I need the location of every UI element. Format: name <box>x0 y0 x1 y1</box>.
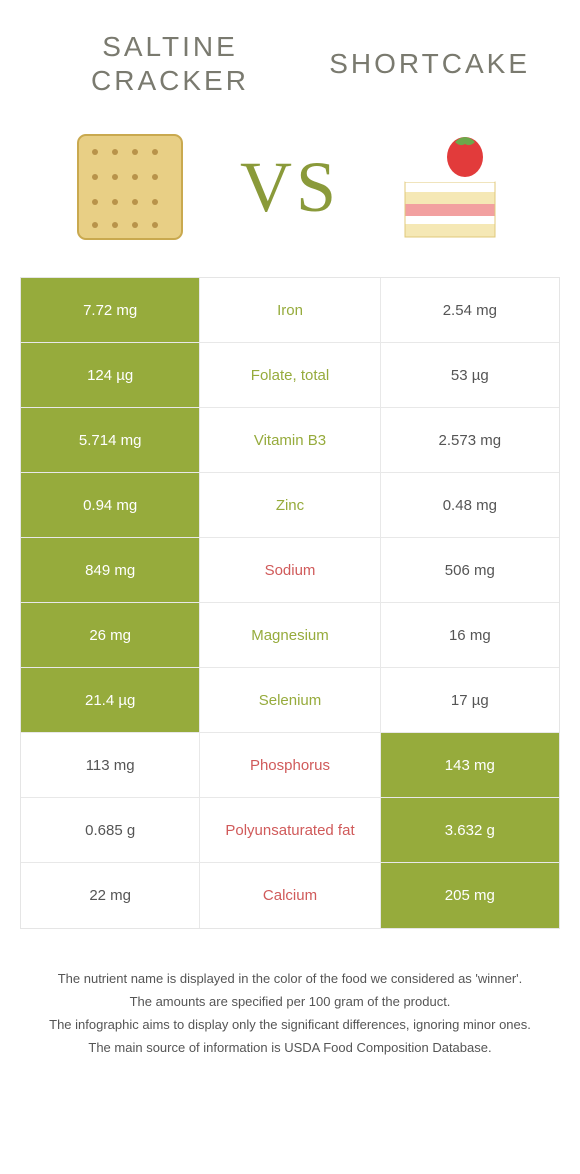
table-row: 113 mgPhosphorus143 mg <box>21 733 559 798</box>
nutrient-name: Zinc <box>200 473 379 537</box>
shortcake-icon <box>380 127 520 247</box>
nutrient-name: Iron <box>200 278 379 342</box>
vs-label: VS <box>240 146 340 229</box>
table-row: 22 mgCalcium205 mg <box>21 863 559 928</box>
right-value: 16 mg <box>380 603 559 667</box>
left-value: 21.4 µg <box>21 668 200 732</box>
left-value: 124 µg <box>21 343 200 407</box>
footnotes: The nutrient name is displayed in the co… <box>0 929 580 1080</box>
left-value: 113 mg <box>21 733 200 797</box>
table-row: 7.72 mgIron2.54 mg <box>21 278 559 343</box>
nutrient-name: Magnesium <box>200 603 379 667</box>
table-row: 21.4 µgSelenium17 µg <box>21 668 559 733</box>
right-value: 506 mg <box>380 538 559 602</box>
footnote-line: The main source of information is USDA F… <box>40 1038 540 1059</box>
nutrient-name: Selenium <box>200 668 379 732</box>
footnote-line: The nutrient name is displayed in the co… <box>40 969 540 990</box>
right-value: 2.54 mg <box>380 278 559 342</box>
images-row: VS <box>0 117 580 277</box>
table-row: 26 mgMagnesium16 mg <box>21 603 559 668</box>
right-value: 143 mg <box>380 733 559 797</box>
right-value: 2.573 mg <box>380 408 559 472</box>
left-value: 7.72 mg <box>21 278 200 342</box>
nutrient-name: Folate, total <box>200 343 379 407</box>
footnote-line: The infographic aims to display only the… <box>40 1015 540 1036</box>
left-value: 26 mg <box>21 603 200 667</box>
nutrient-name: Vitamin B3 <box>200 408 379 472</box>
table-row: 849 mgSodium506 mg <box>21 538 559 603</box>
table-row: 0.685 gPolyunsaturated fat3.632 g <box>21 798 559 863</box>
nutrient-name: Sodium <box>200 538 379 602</box>
left-value: 5.714 mg <box>21 408 200 472</box>
right-value: 17 µg <box>380 668 559 732</box>
left-value: 0.685 g <box>21 798 200 862</box>
nutrient-table: 7.72 mgIron2.54 mg124 µgFolate, total53 … <box>20 277 560 929</box>
food-title-left: SALTINECRACKER <box>50 30 290 97</box>
right-value: 3.632 g <box>380 798 559 862</box>
table-row: 0.94 mgZinc0.48 mg <box>21 473 559 538</box>
table-row: 5.714 mgVitamin B32.573 mg <box>21 408 559 473</box>
cracker-icon <box>60 127 200 247</box>
right-value: 53 µg <box>380 343 559 407</box>
footnote-line: The amounts are specified per 100 gram o… <box>40 992 540 1013</box>
nutrient-name: Phosphorus <box>200 733 379 797</box>
left-value: 849 mg <box>21 538 200 602</box>
left-value: 0.94 mg <box>21 473 200 537</box>
header: SALTINECRACKER SHORTCAKE <box>0 0 580 117</box>
infographic-container: SALTINECRACKER SHORTCAKE VS <box>0 0 580 1174</box>
right-value: 0.48 mg <box>380 473 559 537</box>
nutrient-name: Polyunsaturated fat <box>200 798 379 862</box>
left-value: 22 mg <box>21 863 200 928</box>
food-title-right: SHORTCAKE <box>290 47 530 81</box>
table-row: 124 µgFolate, total53 µg <box>21 343 559 408</box>
right-value: 205 mg <box>380 863 559 928</box>
nutrient-name: Calcium <box>200 863 379 928</box>
